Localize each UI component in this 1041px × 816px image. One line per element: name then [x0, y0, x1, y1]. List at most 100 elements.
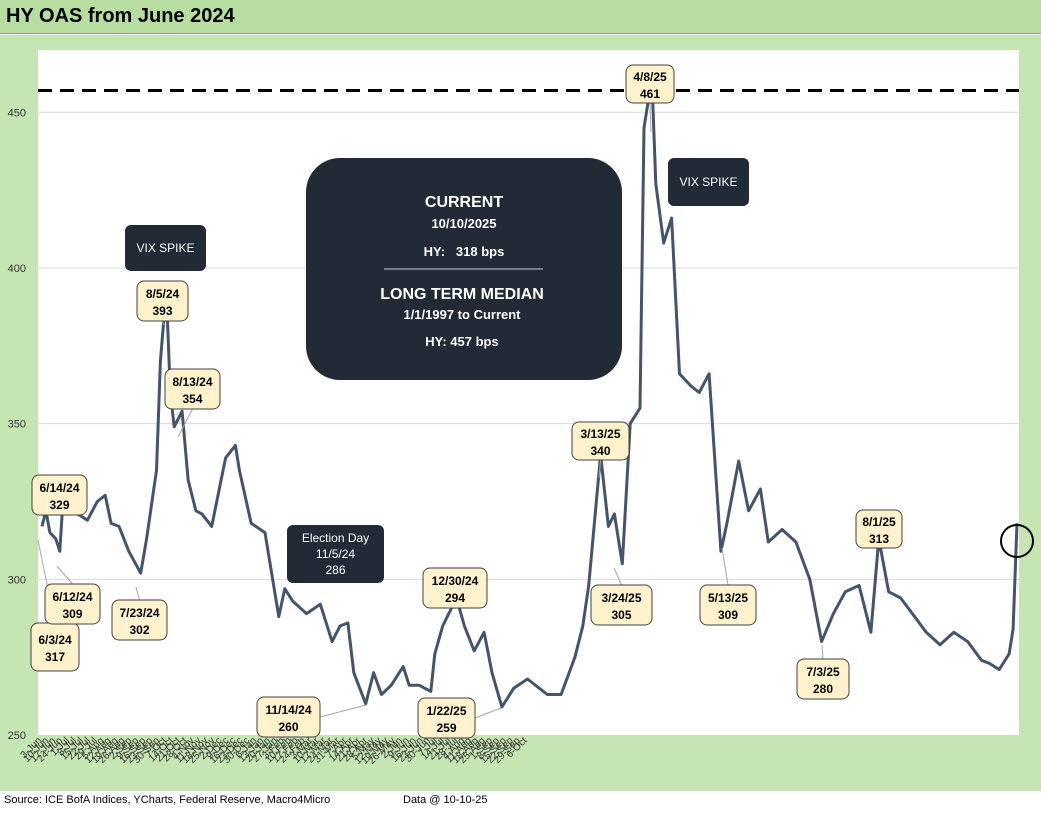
- callout-value: 354: [182, 392, 202, 406]
- callout-box: [417, 697, 476, 739]
- callout-4-8-25: 4/8/25 461: [625, 64, 675, 104]
- callout-12-30-24: 12/30/24 294: [422, 567, 488, 609]
- callout-5-13-25: 5/13/25 309: [699, 584, 757, 626]
- y-tick-label: 350: [8, 419, 26, 431]
- callout-value: 393: [152, 304, 172, 318]
- callout-value: 302: [129, 623, 149, 637]
- callout-value: 259: [436, 721, 456, 735]
- callout-leader: [319, 704, 367, 718]
- callout-6-14-24: 6/14/24 329: [31, 474, 88, 516]
- callout-8-5-24: 8/5/24 393: [136, 280, 189, 322]
- election-day-label: Election Day 11/5/24 286: [287, 525, 384, 583]
- callout-11-14-24: 11/14/24 260: [256, 696, 321, 738]
- dark-label-text: 11/5/24: [316, 547, 355, 561]
- callout-leader: [135, 586, 140, 601]
- callout-date: 12/30/24: [432, 574, 479, 588]
- callout-3-24-25: 3/24/25 305: [590, 584, 653, 626]
- info-median-title: LONG TERM MEDIAN: [380, 286, 544, 303]
- callout-date: 5/13/25: [708, 591, 748, 605]
- callout-leader: [177, 408, 193, 438]
- dark-label-bg: [125, 225, 206, 271]
- callout-date: 6/3/24: [38, 633, 72, 647]
- dark-labels: VIX SPIKE VIX SPIKE Election Day 11/5/24 286: [125, 158, 749, 583]
- callout-date: 6/14/24: [39, 481, 79, 495]
- current-value-marker: [1000, 524, 1034, 558]
- callout-8-1-25: 8/1/25 313: [855, 509, 903, 549]
- callout-value: 294: [445, 591, 465, 605]
- info-current-value: HY: 318 bps: [424, 244, 505, 259]
- footer-source: Source: ICE BofA Indices, YCharts, Feder…: [4, 794, 331, 806]
- callout-value: 280: [813, 682, 833, 696]
- callout-value: 461: [640, 87, 660, 101]
- info-box: CURRENT 10/10/2025 HY: 318 bps LONG TERM…: [306, 158, 622, 380]
- callout-date: 3/13/25: [580, 427, 620, 441]
- callout-value: 305: [611, 608, 631, 622]
- callout-leader: [613, 567, 622, 586]
- callout-1-22-25: 1/22/25 259: [417, 697, 476, 739]
- dark-label-text: VIX SPIKE: [679, 175, 737, 189]
- vix-spike-2-label: VIX SPIKE: [668, 158, 749, 206]
- callout-date: 6/12/24: [52, 590, 92, 604]
- dark-label-text: 286: [325, 563, 345, 577]
- info-median-range: 1/1/1997 to Current: [403, 307, 521, 322]
- callout-leader: [56, 565, 73, 585]
- y-tick-labels: 250 300 350 400 450: [8, 107, 26, 742]
- info-median-value: HY: 457 bps: [425, 334, 498, 349]
- dark-label-bg: [668, 158, 749, 206]
- callout-leader: [598, 459, 601, 479]
- y-tick-label: 400: [8, 263, 26, 275]
- dark-label-text: VIX SPIKE: [136, 241, 194, 255]
- callout-box: [164, 368, 221, 410]
- plot-frame: 250 300 350 400 450 3-Jun 10-Jun 17-Jun 24-Jun 1…: [0, 35, 1041, 791]
- y-tick-label: 300: [8, 574, 26, 586]
- callout-date: 3/24/25: [601, 591, 641, 605]
- callout-date: 8/1/25: [862, 515, 896, 529]
- chart-title: HY OAS from June 2024: [6, 5, 235, 27]
- callout-value: 340: [590, 444, 610, 458]
- dark-label-text: Election Day: [302, 531, 369, 545]
- callout-7-23-24: 7/23/24 302: [111, 599, 168, 641]
- vix-spike-1-label: VIX SPIKE: [125, 225, 206, 271]
- callout-date: 8/13/24: [172, 375, 212, 389]
- callout-value: 329: [49, 498, 69, 512]
- info-current-title: CURRENT: [425, 194, 503, 211]
- callout-box: [136, 280, 189, 322]
- callout-box: [855, 509, 903, 549]
- x-tick-labels: 3-Jun10-Jun17-Jun24-Jun1-Jul8-Jul15-Jul2…: [19, 735, 530, 767]
- callout-box: [699, 584, 757, 626]
- callout-leader: [162, 320, 165, 326]
- callout-box: [625, 64, 675, 104]
- callout-date: 1/22/25: [426, 704, 466, 718]
- callout-date: 8/5/24: [146, 287, 180, 301]
- callout-3-13-25: 3/13/25 340: [571, 421, 630, 461]
- callout-box: [44, 583, 101, 625]
- callouts: 6/3/24 317 6/12/24 309 6/14/24 329 7/23/24 302 8…: [30, 64, 903, 739]
- chart-svg: 250 300 350 400 450 3-Jun10-Jun17-Jun24-Jun1…: [8, 50, 1034, 767]
- callout-box: [796, 658, 850, 700]
- callout-value: 260: [278, 720, 298, 734]
- dark-label-bg: [287, 525, 384, 583]
- y-tick-label: 250: [8, 730, 26, 742]
- footer: Source: ICE BofA Indices, YCharts, Feder…: [0, 791, 1041, 816]
- callout-box: [422, 567, 488, 609]
- callout-box: [590, 584, 653, 626]
- callout-leader: [821, 644, 824, 660]
- info-current-date: 10/10/2025: [431, 216, 496, 231]
- y-tick-label: 450: [8, 107, 26, 119]
- callout-8-13-24: 8/13/24 354: [164, 368, 221, 410]
- callout-date: 7/23/24: [119, 606, 159, 620]
- callout-box: [571, 421, 630, 461]
- callout-value: 309: [718, 608, 738, 622]
- callout-value: 317: [45, 650, 65, 664]
- callout-7-3-25: 7/3/25 280: [796, 658, 850, 700]
- callout-value: 309: [62, 607, 82, 621]
- callout-date: 4/8/25: [633, 70, 667, 84]
- callout-date: 7/3/25: [806, 665, 840, 679]
- callout-box: [111, 599, 168, 641]
- callout-leader: [649, 102, 652, 133]
- callout-date: 11/14/24: [265, 703, 311, 717]
- callout-6-3-24: 6/3/24 317: [30, 622, 80, 672]
- callout-box: [31, 474, 88, 516]
- callout-6-12-24: 6/12/24 309: [44, 583, 101, 625]
- footer-data-date: Data @ 10-10-25: [403, 794, 488, 806]
